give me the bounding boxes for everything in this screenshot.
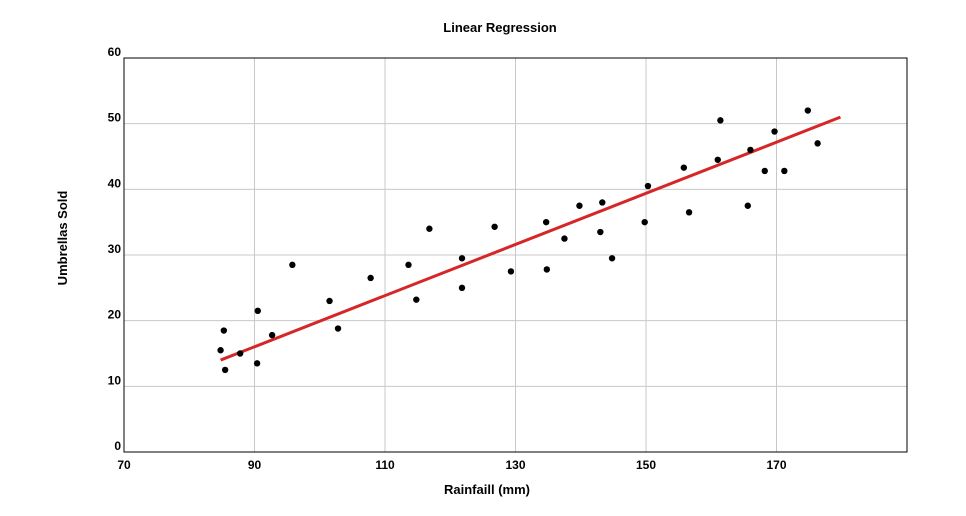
x-tick-label: 130 [505,458,525,472]
scatter-point [804,107,812,114]
plot-frame [123,57,908,453]
scatter-point [220,327,228,334]
scatter-point [608,255,616,262]
scatter-point [599,199,606,206]
scatter-point [405,261,412,269]
gridlines [124,58,907,452]
x-tick-label: 70 [117,458,131,472]
x-tick-label: 110 [375,458,395,472]
scatter-point [289,261,296,269]
x-tick-label: 150 [636,458,656,472]
tick-labels: 70 90 110 130 150 170 0 10 20 30 40 50 60 [108,45,787,472]
scatter-point [491,223,498,230]
trend-line [220,115,841,362]
scatter-point [744,202,751,209]
scatter-point [236,350,244,357]
scatter-point [714,156,721,163]
scatter-point [717,117,724,124]
scatter-point [542,218,550,226]
scatter-point [561,235,568,242]
scatter-point [781,167,788,175]
y-tick-label: 40 [108,176,122,190]
scatter-point [367,274,374,282]
scatter-point [761,167,768,175]
x-axis-label: Rainfaill (mm) [444,482,530,497]
scatter-point [221,366,229,374]
scatter-point [576,202,583,209]
scatter-point [747,146,754,154]
y-tick-label: 30 [108,242,122,256]
scatter-point [644,182,652,190]
scatter-point [814,140,821,147]
scatter-point [253,360,261,367]
scatter-point [641,218,648,226]
scatter-point [543,266,551,273]
scatter-point [426,225,433,232]
scatter-point [597,228,604,236]
scatter-point [334,325,342,332]
y-tick-label: 20 [108,308,122,322]
scatter-point [268,331,276,339]
scatter-point [507,268,515,275]
y-tick-label: 10 [108,373,122,387]
y-tick-label: 50 [108,111,122,125]
scatter-point [680,164,688,171]
scatter-point [413,296,420,303]
scatter-point [771,128,778,135]
scatter-point [254,307,261,315]
scatter-point [458,255,466,262]
scatter-point [217,347,224,354]
x-tick-label: 170 [766,458,786,472]
y-tick-label: 0 [114,439,121,453]
x-tick-label: 90 [248,458,262,472]
scatter-point [685,209,693,216]
scatter-point [326,297,333,305]
chart-title: Linear Regression [443,20,556,35]
y-axis-label: Umbrellas Sold [55,191,70,286]
y-tick-label: 60 [108,45,122,59]
data-points [217,107,821,374]
scatter-point [458,284,466,292]
